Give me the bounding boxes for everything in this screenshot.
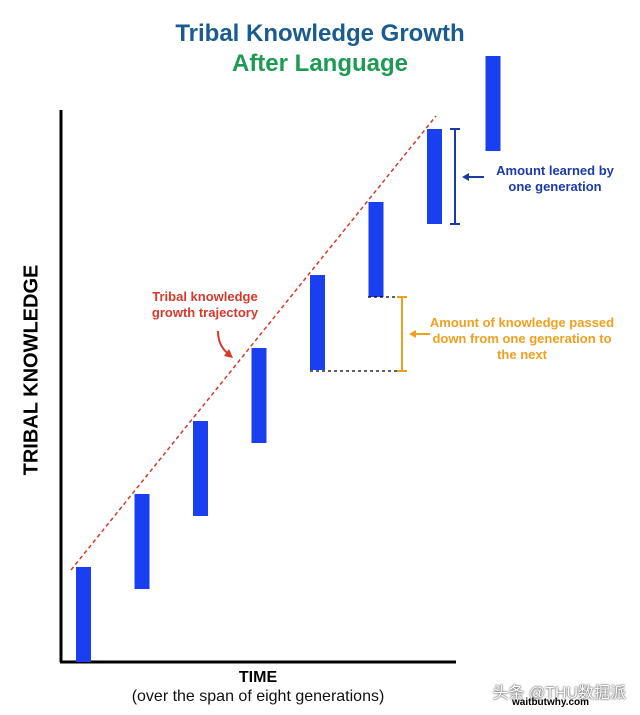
- x-axis-label: TIME: [238, 669, 278, 686]
- passed-bracket: [397, 296, 407, 372]
- source-site: waitbutwhy.com: [512, 697, 590, 708]
- title-line-1: Tribal Knowledge Growth: [175, 20, 465, 47]
- trajectory-arrow: [217, 330, 233, 358]
- generation-bar-1: [76, 567, 91, 662]
- generation-bar-8: [485, 56, 501, 151]
- watermark-text: 头条 @THU数据派: [492, 685, 626, 702]
- x-axis-sublabel: (over the span of eight generations): [131, 688, 385, 705]
- generation-bar-4: [251, 348, 267, 443]
- title-line-2: After Language: [231, 50, 408, 77]
- amount-learned-annotation: Amount learned by one generation: [496, 163, 614, 194]
- generation-bar-6: [368, 202, 384, 297]
- generation-bar-3: [193, 421, 208, 516]
- generation-bar-2: [134, 494, 150, 589]
- trajectory-annotation: Tribal knowledge growth trajectory: [151, 289, 259, 320]
- generation-bar-7: [427, 129, 442, 224]
- trajectory-line: [70, 115, 437, 571]
- passed-arrow: [409, 330, 430, 338]
- learned-arrow: [462, 173, 484, 181]
- amount-passed-annotation: Amount of knowledge passed down from one…: [429, 315, 615, 362]
- generation-bar-5: [310, 275, 325, 370]
- y-axis-label: TRIBAL KNOWLEDGE: [20, 264, 43, 476]
- generation-bars: [76, 56, 501, 662]
- learned-bracket: [450, 128, 460, 225]
